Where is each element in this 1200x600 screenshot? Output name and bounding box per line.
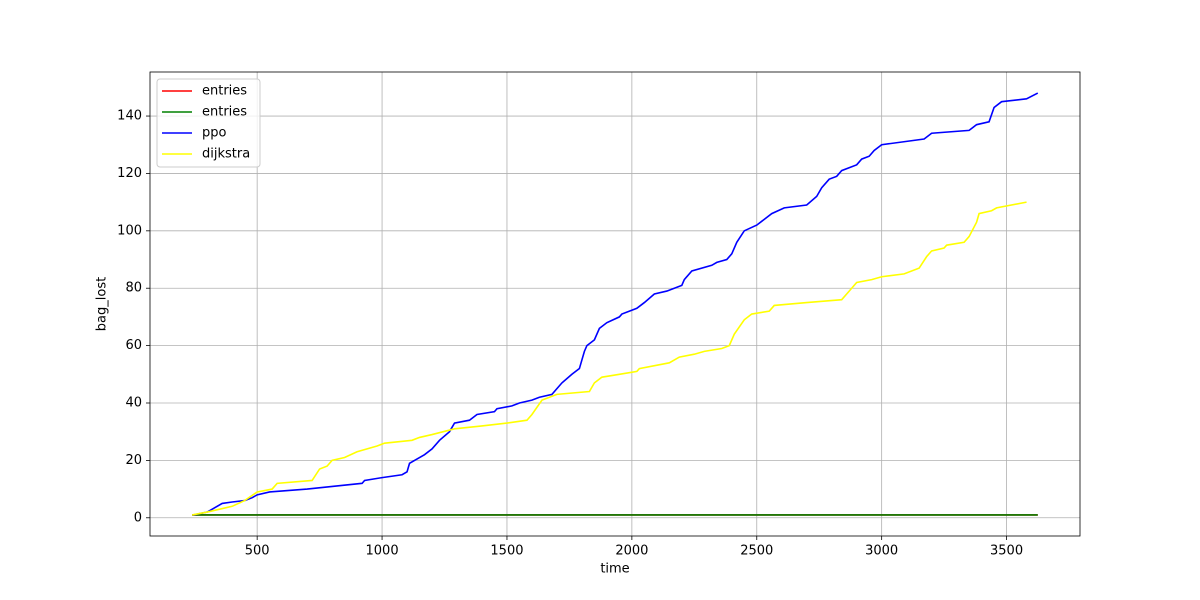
series-line bbox=[193, 92, 1039, 516]
legend-label: dijkstra bbox=[202, 147, 250, 162]
y-tick-label: 60 bbox=[125, 338, 142, 353]
x-tick-label: 3500 bbox=[990, 544, 1023, 559]
x-tick-label: 500 bbox=[245, 544, 270, 559]
y-tick-label: 0 bbox=[134, 510, 142, 525]
x-axis-label: time bbox=[600, 562, 629, 577]
y-tick-label: 80 bbox=[125, 281, 142, 296]
plot-frame bbox=[149, 71, 1081, 537]
x-tick-label: 1000 bbox=[366, 544, 399, 559]
legend-label: entries bbox=[202, 84, 247, 99]
y-tick-label: 100 bbox=[117, 223, 142, 238]
x-tick-label: 1500 bbox=[490, 544, 523, 559]
legend-label: entries bbox=[202, 105, 247, 120]
legend-label: ppo bbox=[202, 126, 227, 141]
x-tick-label: 2500 bbox=[740, 544, 773, 559]
legend-frame bbox=[156, 78, 261, 168]
y-tick-label: 140 bbox=[117, 109, 142, 124]
y-tick-label: 40 bbox=[125, 395, 142, 410]
legend: entries entries ppo dijkstra bbox=[156, 78, 261, 168]
y-tick-label: 120 bbox=[117, 166, 142, 181]
series-line bbox=[192, 201, 1027, 516]
x-tick-label: 2000 bbox=[615, 544, 648, 559]
y-axis-label: bag_lost bbox=[95, 277, 110, 331]
y-tick-label: 20 bbox=[125, 453, 142, 468]
x-tick-label: 3000 bbox=[865, 544, 898, 559]
